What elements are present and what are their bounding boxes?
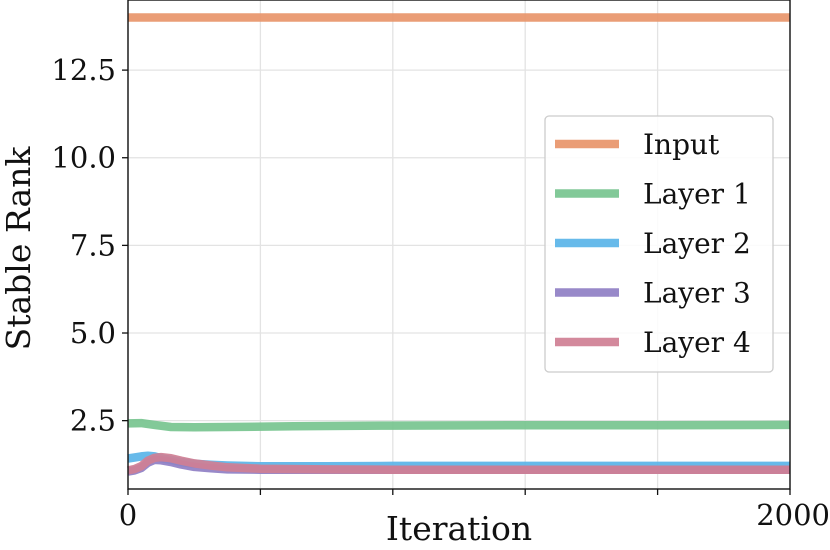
axis-ticks: 0 2000 2.5 5.0 7.5 10.0 12.5 [51, 53, 830, 532]
legend-label-input: Input [643, 128, 720, 161]
x-tick-label: 0 [119, 498, 137, 532]
x-axis-label: Iteration [386, 509, 532, 548]
plot-frame [127, 0, 791, 490]
series-lines [127, 13, 791, 476]
y-tick-label: 2.5 [70, 404, 116, 438]
legend-label-layer-3: Layer 3 [643, 277, 751, 310]
legend-box [544, 115, 774, 373]
y-tick-label: 10.0 [51, 141, 116, 175]
series-line-layer-4 [127, 452, 790, 475]
legend-label-layer-4: Layer 4 [643, 326, 751, 359]
legend: Input Layer 1 Layer 2 Layer 3 Layer 4 [544, 115, 774, 373]
legend-label-layer-1: Layer 1 [643, 178, 751, 211]
series-line-layer-1 [127, 418, 791, 432]
legend-label-layer-2: Layer 2 [643, 227, 751, 260]
y-axis-label: Stable Rank [0, 146, 38, 351]
y-tick-label: 5.0 [70, 316, 116, 350]
y-tick-label: 7.5 [70, 228, 116, 262]
x-tick-label: 2000 [756, 498, 830, 532]
y-tick-label: 12.5 [51, 53, 116, 87]
